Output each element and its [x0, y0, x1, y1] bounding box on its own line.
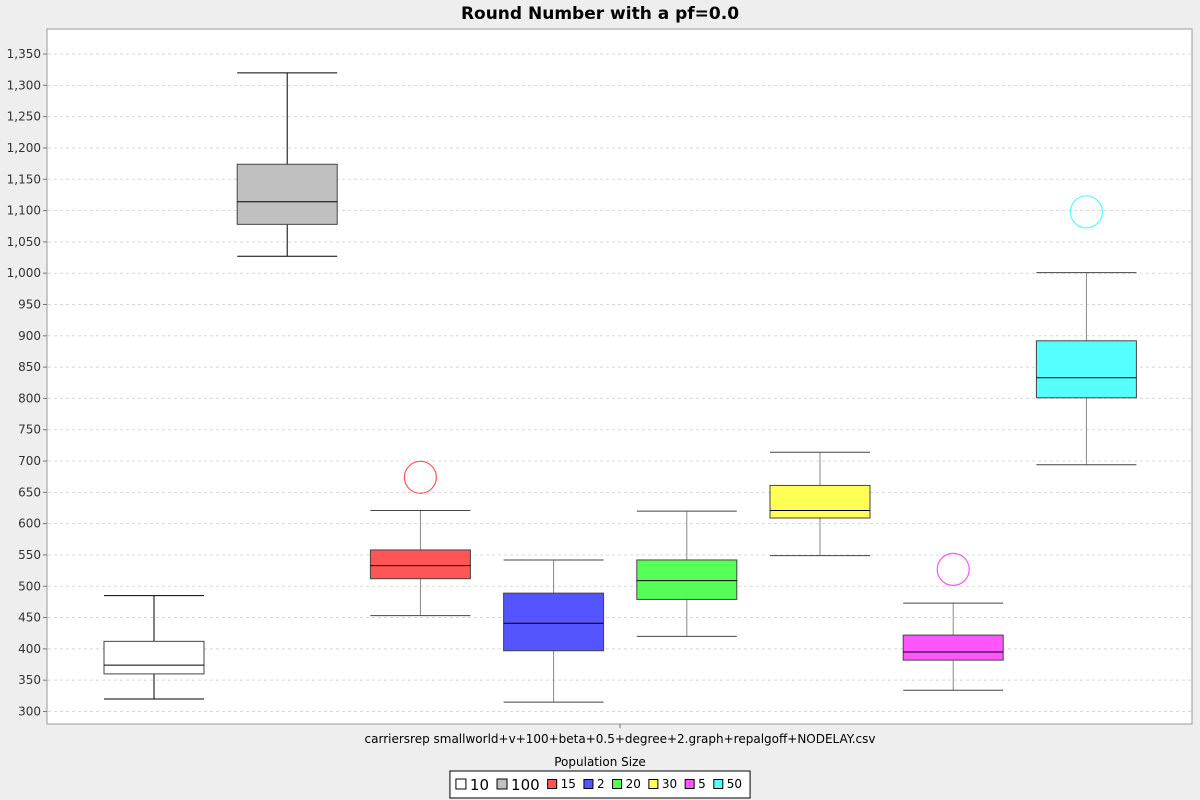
y-tick-label: 1,200: [7, 141, 41, 155]
y-tick-label: 1,100: [7, 204, 41, 218]
y-tick-label: 300: [18, 704, 41, 718]
y-tick-label: 650: [18, 485, 41, 499]
y-tick-label: 400: [18, 642, 41, 656]
outlier-marker: [403, 460, 437, 494]
iqr-box: [369, 549, 471, 580]
legend-label-2: 2: [597, 777, 605, 791]
box-30: [769, 451, 871, 557]
iqr-box: [103, 640, 205, 675]
iqr-box: [769, 484, 871, 519]
y-tick-label: 700: [18, 454, 41, 468]
box-10: [103, 595, 205, 700]
outlier-marker: [936, 552, 970, 586]
legend-label-15: 15: [561, 777, 576, 791]
iqr-box: [503, 592, 605, 652]
box-2: [503, 559, 605, 703]
legend-items: 10 100 15 2 20 30 5 50: [455, 776, 742, 794]
y-tick-label: 750: [18, 423, 41, 437]
legend-label-30: 30: [662, 777, 677, 791]
y-tick-label: 1,050: [7, 235, 41, 249]
iqr-box: [1035, 340, 1137, 399]
y-tick-label: 1,350: [7, 47, 41, 61]
plot-area: [46, 28, 1193, 725]
boxes: [103, 72, 1137, 703]
legend-label-50: 50: [727, 777, 742, 791]
legend-swatch-100: [496, 778, 508, 790]
legend-swatch-5: [684, 779, 695, 789]
legend-swatch-10: [455, 778, 467, 790]
iqr-box: [236, 163, 338, 225]
y-tick-label: 450: [18, 611, 41, 625]
box-5: [902, 552, 1004, 691]
legend: 10 100 15 2 20 30 5 50: [449, 770, 751, 799]
gridlines: [48, 53, 1192, 712]
x-axis-label: Population Size: [554, 755, 646, 769]
legend-swatch-20: [612, 779, 623, 789]
legend-label-20: 20: [626, 777, 641, 791]
box-50: [1035, 195, 1137, 466]
legend-label-100: 100: [511, 776, 540, 794]
y-tick-label: 500: [18, 579, 41, 593]
y-tick-label: 800: [18, 391, 41, 405]
outlier-marker: [1069, 195, 1104, 229]
y-tick-label: 1,150: [7, 172, 41, 186]
box-100: [236, 72, 338, 257]
y-tick-label: 850: [18, 360, 41, 374]
y-axis: 300 350 400 450 500 550 600 650 700 750 800 850 900 9…: [7, 47, 47, 718]
box-15: [369, 460, 471, 617]
iqr-box: [636, 559, 738, 600]
y-tick-label: 350: [18, 673, 41, 687]
y-tick-label: 900: [18, 329, 41, 343]
y-tick-label: 550: [18, 548, 41, 562]
legend-swatch-15: [547, 779, 558, 789]
y-tick-label: 600: [18, 517, 41, 531]
box-20: [636, 510, 738, 637]
y-tick-label: 950: [18, 297, 41, 311]
y-tick-label: 1,000: [7, 266, 41, 280]
legend-label-5: 5: [698, 777, 706, 791]
y-tick-label: 1,300: [7, 78, 41, 92]
y-tick-label: 1,250: [7, 110, 41, 124]
chart-title: Round Number with a pf=0.0: [461, 4, 739, 24]
x-category-label: carriersrep smallworld+v+100+beta+0.5+de…: [365, 732, 876, 746]
legend-swatch-2: [583, 779, 594, 789]
iqr-box: [902, 634, 1004, 661]
legend-label-10: 10: [470, 776, 489, 794]
legend-swatch-30: [648, 779, 659, 789]
legend-swatch-50: [713, 779, 724, 789]
